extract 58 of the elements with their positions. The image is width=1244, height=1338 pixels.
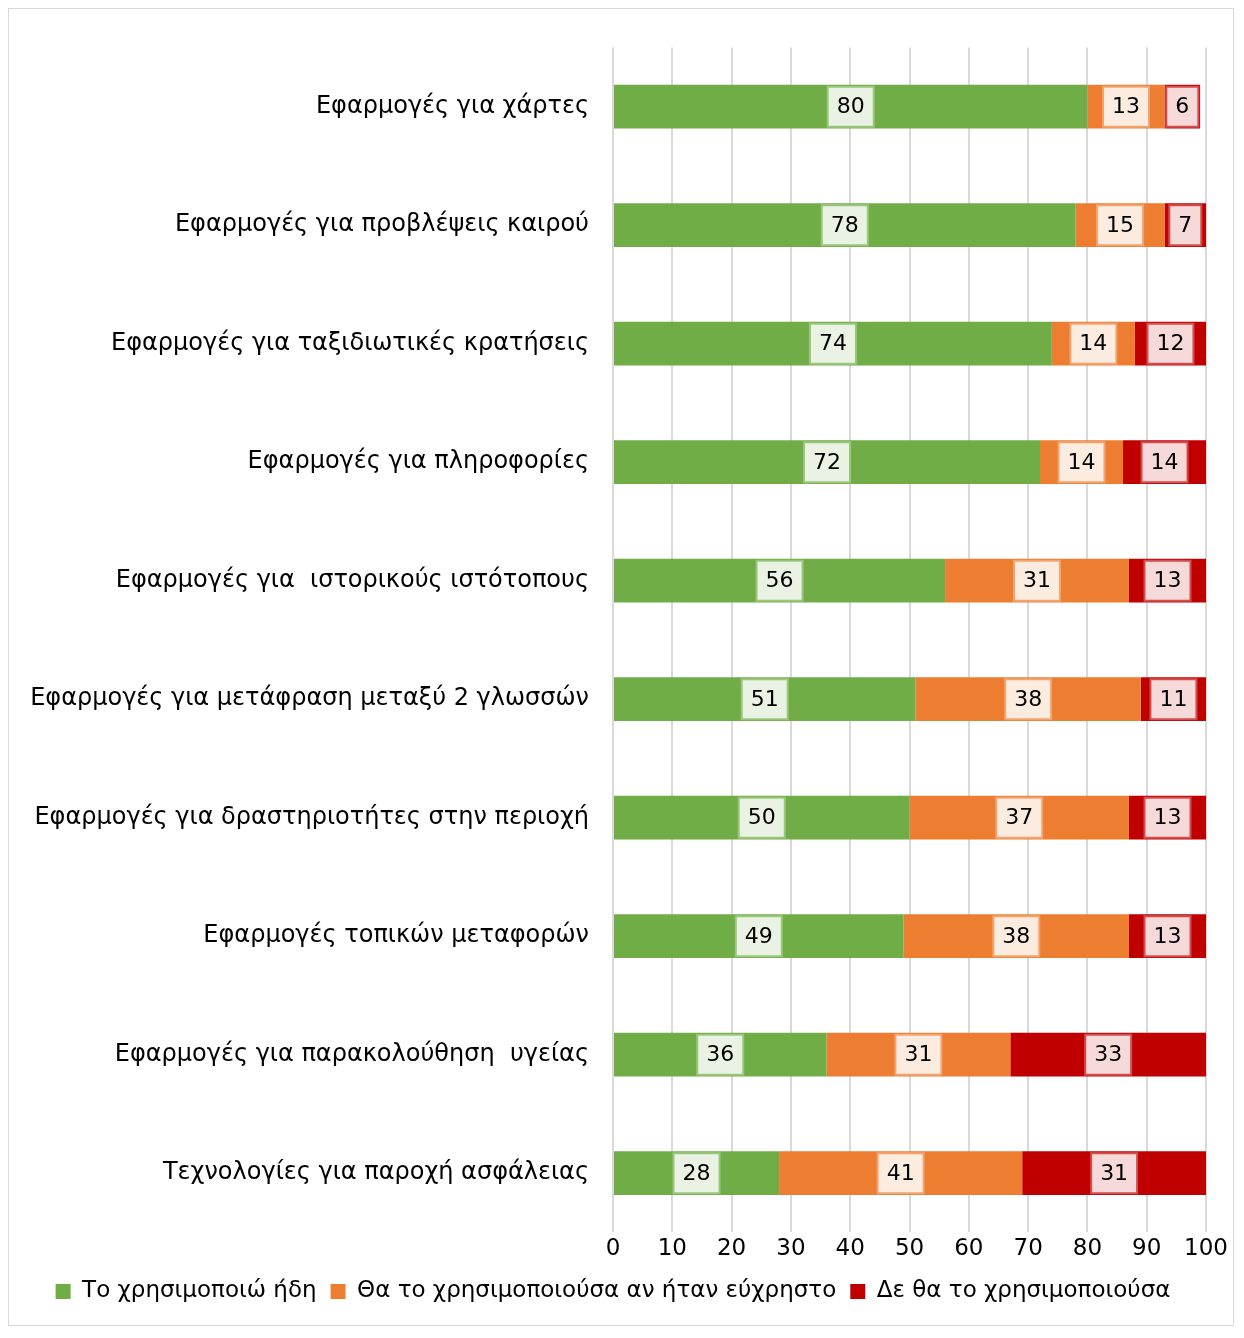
data-label: 13 — [1153, 567, 1182, 593]
y-tick-label: Εφαρμογές για χάρτες — [315, 90, 589, 119]
data-label: 38 — [1014, 685, 1043, 711]
data-label: 6 — [1175, 93, 1190, 119]
y-tick-label: Εφαρμογές για μετάφραση μεταξύ 2 γλωσσών — [30, 683, 589, 712]
data-label: 14 — [1150, 448, 1179, 474]
data-label: 28 — [682, 1159, 711, 1185]
x-tick-label: 30 — [776, 1234, 806, 1261]
data-label: 31 — [1100, 1159, 1129, 1185]
x-tick-label: 0 — [605, 1234, 621, 1261]
x-tick-label: 60 — [954, 1234, 984, 1261]
bar — [614, 440, 1040, 485]
data-label: 80 — [836, 93, 865, 119]
x-tick-label: 10 — [657, 1234, 687, 1261]
data-label: 38 — [1002, 922, 1031, 948]
x-tick-label: 50 — [894, 1234, 925, 1261]
data-label: 11 — [1159, 685, 1188, 711]
data-label: 36 — [706, 1041, 735, 1067]
data-label: 13 — [1153, 804, 1182, 830]
data-label: 51 — [750, 685, 779, 711]
data-label: 13 — [1111, 93, 1140, 119]
data-label: 72 — [813, 448, 841, 474]
data-label: 37 — [1005, 804, 1034, 830]
x-tick-label: 80 — [1072, 1234, 1103, 1261]
x-tick-label: 100 — [1184, 1234, 1228, 1261]
data-label: 14 — [1067, 448, 1096, 474]
bar — [614, 203, 1076, 248]
y-tick-label: Εφαρμογές για δραστηριοτήτες στην περιοχή — [34, 801, 589, 830]
data-label: 50 — [747, 804, 776, 830]
legend-label: Θα το χρησιμοποιούσα αν ήταν εύχρηστο — [357, 1276, 837, 1303]
y-tick-label: Τεχνολογίες για παροχή ασφάλειας — [161, 1157, 589, 1186]
y-tick-label: Εφαρμογές για παρακολούθηση υγείας — [114, 1038, 589, 1067]
data-label: 74 — [818, 330, 847, 356]
data-label: 13 — [1153, 922, 1182, 948]
data-label: 7 — [1178, 211, 1193, 237]
data-label: 41 — [886, 1159, 915, 1185]
data-label: 78 — [830, 211, 859, 237]
y-tick-label: Εφαρμογές για προβλέψεις καιρού — [174, 209, 589, 238]
legend-label: Το χρησιμοποιώ ήδη — [81, 1276, 317, 1303]
x-tick-label: 90 — [1132, 1234, 1162, 1261]
data-label: 12 — [1156, 330, 1185, 356]
y-tick-label: Εφαρμογές τοπικών μεταφορών — [203, 920, 589, 949]
data-label: 31 — [1023, 567, 1052, 593]
y-tick-label: Εφαρμογές για ταξιδιωτικές κρατήσεις — [111, 327, 589, 356]
x-tick-label: 70 — [1013, 1234, 1043, 1261]
bar — [614, 321, 1052, 366]
x-tick-label: 20 — [716, 1234, 747, 1261]
data-label: 33 — [1094, 1041, 1123, 1067]
bar — [614, 84, 1088, 129]
data-label: 14 — [1079, 330, 1108, 356]
data-label: 15 — [1106, 211, 1135, 237]
x-tick-label: 40 — [835, 1234, 865, 1261]
y-tick-label: Εφαρμογές για πληροφορίες — [247, 446, 589, 475]
data-label: 31 — [904, 1041, 933, 1067]
data-label: 49 — [744, 922, 773, 948]
y-tick-label: Εφαρμογές για ιστορικούς ιστότοπους — [115, 564, 589, 593]
data-label: 56 — [765, 567, 794, 593]
legend-label: Δε θα το χρησιμοποιούσα — [876, 1276, 1171, 1303]
